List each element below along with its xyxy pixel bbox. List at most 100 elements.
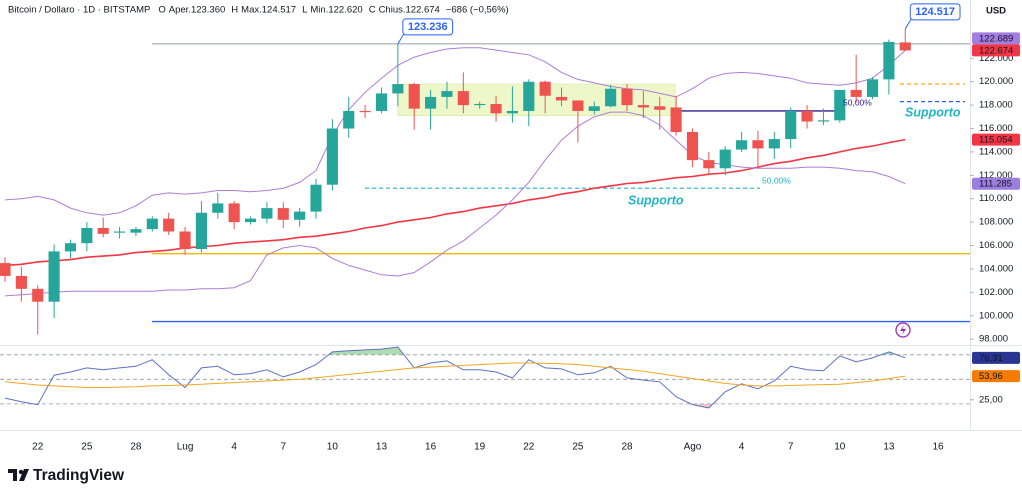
header-text: Chius. xyxy=(379,5,406,16)
x-tick-label: 13 xyxy=(376,442,388,453)
callout-text: 123.236 xyxy=(408,21,448,33)
candle-body xyxy=(343,110,355,129)
candle-body xyxy=(425,96,437,109)
candle-body xyxy=(359,110,371,113)
candle-body xyxy=(703,160,715,169)
header-text: 122.674 xyxy=(406,5,440,16)
candle-body xyxy=(752,140,764,149)
y-tick-label: 102.000 xyxy=(979,287,1013,298)
x-tick-label: 10 xyxy=(327,442,339,453)
x-tick-label: 13 xyxy=(883,442,895,453)
candle-body xyxy=(834,89,846,121)
candle-body xyxy=(883,41,895,80)
support-label: Supporto xyxy=(905,105,961,119)
candle-body xyxy=(0,263,11,276)
header-text: C xyxy=(369,5,376,16)
candle-body xyxy=(261,208,273,219)
logo-mark xyxy=(8,469,17,481)
candle-body xyxy=(654,106,666,110)
candle-body xyxy=(32,288,44,302)
callout: 123.236 xyxy=(397,18,454,45)
candle-body xyxy=(899,42,911,51)
candle-body xyxy=(228,203,240,223)
candle-body xyxy=(523,81,535,111)
candle-body xyxy=(392,84,404,94)
header-text: L xyxy=(302,5,307,16)
callout-text: 124.517 xyxy=(915,6,955,18)
candle-body xyxy=(555,96,568,101)
price-badge xyxy=(972,44,1020,57)
price-badge-label: 53,96 xyxy=(979,371,1003,382)
price-badge xyxy=(972,32,1020,45)
x-tick-label: Ago xyxy=(684,442,702,453)
callout-pointer xyxy=(904,18,912,30)
callout-box xyxy=(402,18,454,36)
candle-body xyxy=(850,89,862,97)
brand-logo: TradingView xyxy=(8,467,125,484)
candle-body xyxy=(866,79,879,97)
candle-body xyxy=(474,103,486,106)
callout-box xyxy=(909,3,961,21)
alert-icon xyxy=(895,322,911,338)
candle-body xyxy=(277,208,289,220)
rsi-line xyxy=(4,362,906,388)
y-tick-label: 118.000 xyxy=(979,100,1013,111)
brand-name: TradingView xyxy=(33,467,125,484)
callout-pointer xyxy=(397,33,405,45)
candle-body xyxy=(539,81,551,96)
x-tick-label: 16 xyxy=(425,442,437,453)
x-tick-label: 28 xyxy=(621,442,633,453)
candle-body xyxy=(195,212,207,250)
price-pane xyxy=(0,28,970,335)
header-text: O xyxy=(158,5,165,16)
x-tick-label: 22 xyxy=(32,442,44,453)
candle-body xyxy=(81,227,93,244)
x-tick-label: 25 xyxy=(81,442,93,453)
x-tick-label: 22 xyxy=(523,442,535,453)
logo-slash xyxy=(19,469,29,481)
x-tick-label: 4 xyxy=(231,442,237,453)
y-tick-label: 104.000 xyxy=(979,263,1013,274)
candle-body xyxy=(441,91,453,97)
y-tick-label: 112.000 xyxy=(979,170,1013,181)
candle-body xyxy=(588,106,600,111)
x-tick-label: 7 xyxy=(280,442,286,453)
candle-body xyxy=(621,88,633,106)
y-tick-label: 106.000 xyxy=(979,240,1013,251)
header-text: Bitcoin / Dollaro · 1D · BITSTAMP xyxy=(8,5,150,16)
candle-body xyxy=(310,184,322,212)
candle-body xyxy=(490,103,502,114)
price-badge-label: 122.689 xyxy=(979,33,1013,44)
x-tick-label: 28 xyxy=(130,442,142,453)
indicator-line xyxy=(4,111,906,297)
callout: 124.517 xyxy=(904,3,961,30)
price-badge-label: 122.674 xyxy=(979,45,1013,56)
candle-body xyxy=(130,229,142,233)
candle-body xyxy=(719,149,731,169)
candle-body xyxy=(605,88,617,107)
y-tick-label: 108.000 xyxy=(979,217,1013,228)
currency: USD xyxy=(986,6,1006,17)
y-tick-label: 116.000 xyxy=(979,123,1013,134)
axes: 22 25 28 Lug 4 7 10 13 16 19 22 25 28 Ago 4 7 10 13 16 98.0… xyxy=(0,0,1022,453)
x-tick-label: 7 xyxy=(788,442,794,453)
header-text: Aper. xyxy=(169,5,191,16)
y-tick-label: 114.000 xyxy=(979,146,1013,157)
candle-body xyxy=(686,132,699,161)
price-badge-label: 111.285 xyxy=(979,179,1012,190)
y-tick-label: 122.000 xyxy=(979,53,1013,64)
x-tick-label: Lug xyxy=(177,442,194,453)
candle-body xyxy=(64,243,77,252)
price-badge xyxy=(972,177,1020,190)
candle-body xyxy=(637,105,649,108)
header: Bitcoin / Dollaro · 1D · BITSTAMP O Aper. 1… xyxy=(8,5,1006,17)
x-tick-label: 4 xyxy=(739,442,745,453)
candle-body xyxy=(506,110,518,114)
price-badge xyxy=(972,133,1020,146)
x-tick-label: 25 xyxy=(572,442,584,453)
candle-body xyxy=(817,120,829,122)
y-tick-label: 100.000 xyxy=(979,310,1013,321)
header-text: Max. xyxy=(241,5,262,16)
